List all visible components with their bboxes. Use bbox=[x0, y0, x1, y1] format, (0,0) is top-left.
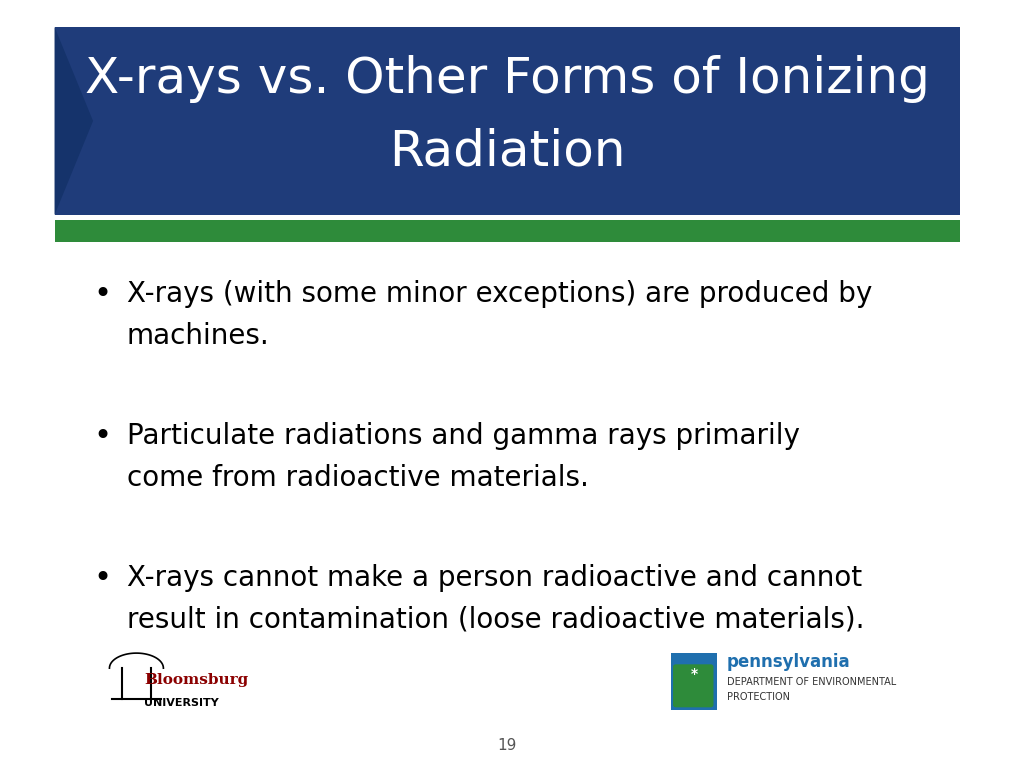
FancyBboxPatch shape bbox=[54, 27, 961, 215]
FancyBboxPatch shape bbox=[673, 664, 714, 707]
Text: •: • bbox=[93, 280, 112, 310]
Text: •: • bbox=[93, 564, 112, 594]
Text: UNIVERSITY: UNIVERSITY bbox=[144, 697, 219, 708]
FancyBboxPatch shape bbox=[671, 653, 718, 710]
FancyBboxPatch shape bbox=[54, 220, 961, 242]
Text: X-rays vs. Other Forms of Ionizing: X-rays vs. Other Forms of Ionizing bbox=[85, 55, 930, 103]
Text: DEPARTMENT OF ENVIRONMENTAL: DEPARTMENT OF ENVIRONMENTAL bbox=[727, 677, 896, 687]
Text: PROTECTION: PROTECTION bbox=[727, 692, 790, 703]
Text: X-rays cannot make a person radioactive and cannot
result in contamination (loos: X-rays cannot make a person radioactive … bbox=[127, 564, 864, 634]
Text: •: • bbox=[93, 422, 112, 452]
Text: Particulate radiations and gamma rays primarily
come from radioactive materials.: Particulate radiations and gamma rays pr… bbox=[127, 422, 800, 492]
Text: 19: 19 bbox=[498, 737, 517, 753]
Text: X-rays (with some minor exceptions) are produced by
machines.: X-rays (with some minor exceptions) are … bbox=[127, 280, 872, 349]
Polygon shape bbox=[54, 27, 93, 215]
Text: Bloomsburg: Bloomsburg bbox=[144, 673, 249, 687]
Text: pennsylvania: pennsylvania bbox=[727, 653, 851, 671]
Text: Radiation: Radiation bbox=[389, 127, 626, 176]
Text: *: * bbox=[690, 667, 697, 681]
